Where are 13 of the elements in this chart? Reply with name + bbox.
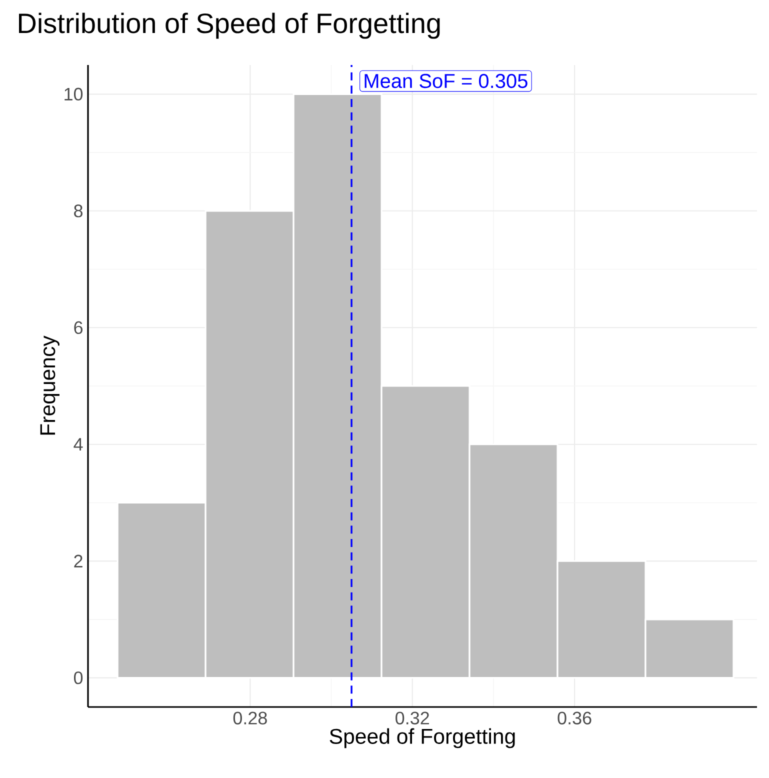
x-tick-label: 0.32 — [396, 712, 429, 724]
y-tick-label: 0 — [74, 671, 83, 684]
chart-title: Distribution of Speed of Forgetting — [19, 12, 440, 39]
x-tick-label: 0.28 — [233, 712, 267, 724]
x-tick-label: 0.36 — [558, 712, 592, 724]
y-tick-label: 10 — [64, 88, 83, 101]
x-axis-title: Speed of Forgetting — [330, 728, 515, 748]
y-tick-label: 6 — [74, 321, 82, 334]
y-tick-label: 4 — [74, 438, 83, 451]
y-tick-label: 8 — [74, 204, 82, 218]
ref-line-label: Mean SoF = 0.305 — [364, 74, 528, 88]
y-axis-title: Frequency — [40, 336, 60, 435]
y-tick-label: 2 — [74, 554, 82, 568]
